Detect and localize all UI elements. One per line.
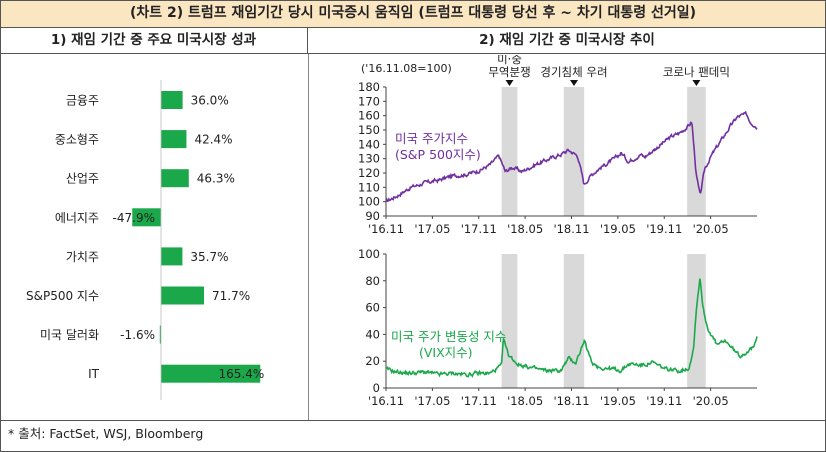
index-base-note: ('16.11.08=100): [361, 62, 452, 75]
sp500-line: [385, 110, 758, 203]
left-panel-title: 1) 재임 기간 중 주요 미국시장 성과: [0, 28, 308, 54]
sp500-x-tick-label: '17.05: [414, 222, 450, 236]
vix-y-tick-label: 40: [365, 327, 380, 341]
event-band-top-1: [563, 87, 585, 216]
vix-y-tick-label: 20: [365, 354, 380, 368]
vix-x-tick-label: '20.05: [693, 394, 729, 408]
bar-category-label: IT: [88, 367, 100, 381]
sp500-x-tick-label: '17.11: [461, 222, 497, 236]
sp500-y-tick-label: 130: [358, 152, 380, 166]
sp500-y-tick-label: 180: [358, 80, 380, 94]
event-band-top-2: [687, 87, 706, 216]
bar-category-label: 에너지주: [55, 211, 99, 225]
sp500-x-tick-label: '18.11: [553, 222, 589, 236]
event-marker-arrow: [569, 80, 578, 86]
bar-category-label: S&P500 지수: [26, 289, 99, 303]
bar-value-label: 42.4%: [194, 133, 232, 147]
event-label: 코로나 팬데믹: [663, 65, 730, 79]
vix-x-tick-label: '17.11: [461, 394, 497, 408]
vix-x-tick-label: '18.05: [507, 394, 543, 408]
bar-chart: 금융주 36.0% 중소형주 42.4% 산업주 46.3% 에너지주 -47.9% 가치주 35…: [26, 80, 264, 400]
event-band-top-0: [501, 87, 518, 216]
sp500-x-tick-label: '19.11: [646, 222, 682, 236]
panel-divider: [308, 54, 309, 420]
source-note: * 출처: FactSet, WSJ, Bloomberg: [8, 426, 204, 441]
bar-0: [161, 91, 183, 109]
bar-value-label: 46.3%: [197, 172, 235, 186]
sp500-x-tick-label: '16.11: [368, 222, 404, 236]
footer-divider: [0, 420, 826, 421]
vix-y-tick-label: 60: [365, 301, 380, 315]
right-panel-title: 2) 재임 기간 중 미국시장 추이: [308, 28, 826, 54]
sp500-y-tick-label: 170: [358, 94, 380, 108]
sp500-x-tick-label: '18.05: [507, 222, 543, 236]
bar-category-label: 산업주: [66, 172, 99, 186]
bar-value-label: 165.4%: [218, 367, 264, 381]
sp500-x-tick-label: '19.05: [600, 222, 636, 236]
vix-y-tick-label: 0: [373, 381, 380, 395]
vix-y-tick-label: 80: [365, 274, 380, 288]
bar-6: [159, 325, 161, 344]
event-band-bottom-0: [501, 254, 518, 388]
vix-x-tick-label: '16.11: [368, 394, 404, 408]
bar-5: [161, 286, 205, 305]
bar-category-label: 금융주: [66, 94, 99, 108]
sp500-y-tick-label: 150: [358, 123, 380, 137]
vix-x-tick-label: '19.05: [600, 394, 636, 408]
sp500-series-label: (S&P 500지수): [395, 147, 481, 162]
sp500-series-label: 미국 주가지수: [395, 131, 468, 146]
bar-2: [161, 169, 189, 188]
sp500-y-tick-label: 100: [358, 195, 380, 209]
event-label: 무역분쟁: [488, 65, 530, 79]
sp500-y-tick-label: 120: [358, 166, 380, 180]
event-label: 미·중: [497, 55, 522, 66]
bar-value-label: 36.0%: [191, 94, 229, 108]
sp500-y-tick-label: 90: [365, 209, 380, 223]
vix-x-tick-label: '17.05: [414, 394, 450, 408]
vix-series-label: (VIX지수): [419, 345, 473, 360]
figure-title: (차트 2) 트럼프 재임기간 당시 미국증시 움직임 (트럼프 대통령 당선 …: [0, 0, 826, 28]
bar-value-label: -47.9%: [113, 211, 155, 225]
bar-3: [132, 208, 161, 227]
sp500-y-tick-label: 140: [358, 137, 380, 151]
event-marker-arrow: [692, 80, 701, 86]
vix-x-tick-label: '18.11: [553, 394, 589, 408]
bar-category-label: 가치주: [66, 250, 99, 264]
bar-category-label: 중소형주: [55, 133, 99, 147]
bar-4: [161, 247, 183, 266]
sp500-y-tick-label: 110: [358, 180, 380, 194]
vix-series-label: 미국 주가 변동성 지수: [391, 329, 506, 344]
bar-category-label: 미국 달러화: [40, 328, 99, 342]
event-band-bottom-1: [563, 254, 585, 388]
vix-x-tick-label: '19.11: [646, 394, 682, 408]
event-label: 경기침체 우려: [540, 65, 607, 79]
bar-value-label: 71.7%: [212, 289, 250, 303]
bar-value-label: -1.6%: [120, 328, 155, 342]
bar-7: [161, 364, 261, 383]
bar-1: [161, 130, 187, 149]
event-marker-arrow: [505, 80, 514, 86]
bar-value-label: 35.7%: [190, 250, 228, 264]
vix-line: [385, 278, 758, 378]
sp500-y-tick-label: 160: [358, 109, 380, 123]
vix-y-tick-label: 100: [358, 247, 380, 261]
sp500-x-tick-label: '20.05: [693, 222, 729, 236]
